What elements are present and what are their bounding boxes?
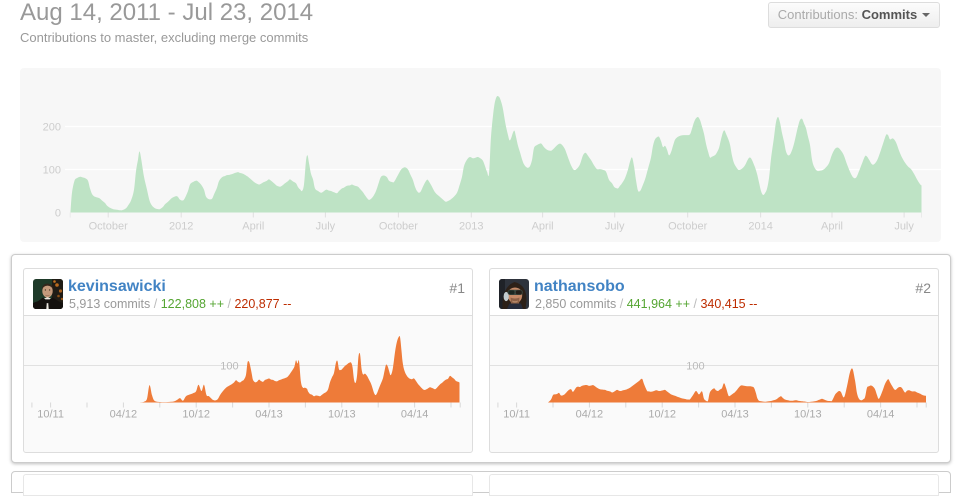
- svg-text:2012: 2012: [169, 221, 193, 233]
- svg-text:October: October: [668, 221, 707, 233]
- svg-text:100: 100: [43, 165, 61, 177]
- svg-text:10/13: 10/13: [794, 409, 822, 421]
- svg-text:October: October: [379, 221, 418, 233]
- svg-text:100: 100: [220, 361, 238, 373]
- svg-text:10/13: 10/13: [328, 409, 356, 421]
- svg-text:04/14: 04/14: [401, 409, 429, 421]
- svg-text:2013: 2013: [459, 221, 483, 233]
- svg-text:April: April: [821, 221, 843, 233]
- svg-text:October: October: [89, 221, 128, 233]
- svg-text:04/13: 04/13: [721, 409, 749, 421]
- svg-text:04/12: 04/12: [576, 409, 604, 421]
- svg-text:0: 0: [55, 208, 61, 220]
- svg-text:July: July: [316, 221, 336, 233]
- svg-text:10/12: 10/12: [648, 409, 676, 421]
- svg-text:04/13: 04/13: [255, 409, 283, 421]
- svg-text:April: April: [532, 221, 554, 233]
- svg-text:10/11: 10/11: [503, 409, 530, 421]
- svg-text:10/11: 10/11: [37, 409, 64, 421]
- svg-text:100: 100: [686, 361, 704, 373]
- svg-text:200: 200: [43, 122, 61, 134]
- svg-text:July: July: [894, 221, 914, 233]
- svg-text:April: April: [242, 221, 264, 233]
- svg-text:July: July: [605, 221, 625, 233]
- svg-text:2014: 2014: [748, 221, 772, 233]
- svg-text:04/14: 04/14: [867, 409, 895, 421]
- svg-text:10/12: 10/12: [182, 409, 210, 421]
- svg-text:04/12: 04/12: [110, 409, 138, 421]
